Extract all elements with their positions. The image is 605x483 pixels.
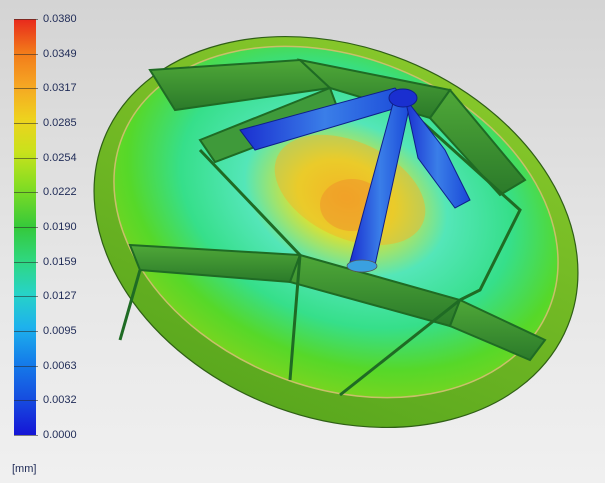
- legend-tick-label: 0.0190: [43, 221, 77, 233]
- legend-tick-label: 0.0000: [43, 429, 77, 441]
- legend-tick: [14, 53, 38, 55]
- legend-tick-label: 0.0159: [43, 255, 77, 268]
- unit-label: [mm]: [12, 463, 37, 475]
- legend-tick: [14, 365, 38, 367]
- legend-tick-label: 0.0032: [43, 394, 77, 407]
- legend-tick: [14, 88, 38, 90]
- legend-tick-label: 0.0349: [43, 47, 77, 60]
- legend-tick-label: 0.0285: [43, 117, 77, 129]
- legend-tick: [14, 296, 38, 298]
- model-viewport[interactable]: [90, 8, 595, 438]
- color-legend: 0.0380 0.0349 0.0317 0.0285 0.0254 0.0222 0.01…: [0, 0, 110, 483]
- legend-tick: [14, 157, 38, 159]
- legend-tick: [14, 19, 38, 20]
- legend-tick-label: 0.0254: [43, 151, 77, 164]
- legend-tick-label: 0.0063: [43, 359, 77, 372]
- legend-tick: [14, 400, 38, 402]
- legend-tick: [14, 227, 38, 228]
- legend-tick-label: 0.0095: [43, 325, 77, 337]
- legend-tick: [14, 261, 38, 263]
- legend-tick: [14, 331, 38, 332]
- legend-tick: [14, 192, 38, 194]
- tripod-posts: [239, 87, 471, 273]
- legend-tick-label: 0.0127: [43, 290, 77, 303]
- legend-tick: [14, 435, 38, 436]
- legend-tick-label: 0.0380: [43, 13, 77, 25]
- legend-tick-label: 0.0222: [43, 186, 77, 199]
- legend-tick-label: 0.0317: [43, 82, 77, 95]
- legend-tick: [14, 123, 38, 124]
